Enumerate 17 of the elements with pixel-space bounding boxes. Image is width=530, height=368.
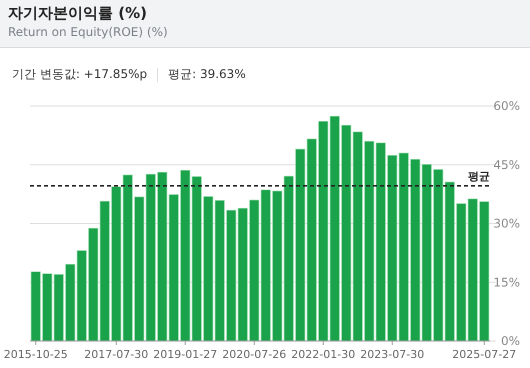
- chart-title: 자기자본이익률 (%): [8, 4, 147, 23]
- y-tick-label: 60%: [493, 99, 520, 113]
- x-tick-label: 2017-07-30: [84, 348, 148, 361]
- x-tick-label: 2020-07-26: [222, 348, 286, 361]
- x-tick-label: 2019-01-27: [153, 348, 218, 361]
- text: 평균: 39.63%: [168, 67, 246, 81]
- y-tick-label: 0%: [500, 334, 520, 348]
- y-tick-label: 45%: [493, 158, 520, 172]
- y-tick-label: 30%: [493, 216, 520, 230]
- chart-subtitle: Return on Equity(ROE) (%): [8, 25, 168, 39]
- y-tick-label: 15%: [493, 275, 520, 290]
- x-tick-label: 2023-07-30: [360, 348, 424, 361]
- text: 기간 변동값: +17.85%p: [12, 67, 148, 81]
- x-tick-label: 2025-07-27: [452, 348, 516, 361]
- x-tick-label: 2015-10-25: [4, 348, 68, 361]
- ref-line-label: 평균: [468, 170, 490, 183]
- x-tick-label: 2022-01-30: [291, 348, 356, 361]
